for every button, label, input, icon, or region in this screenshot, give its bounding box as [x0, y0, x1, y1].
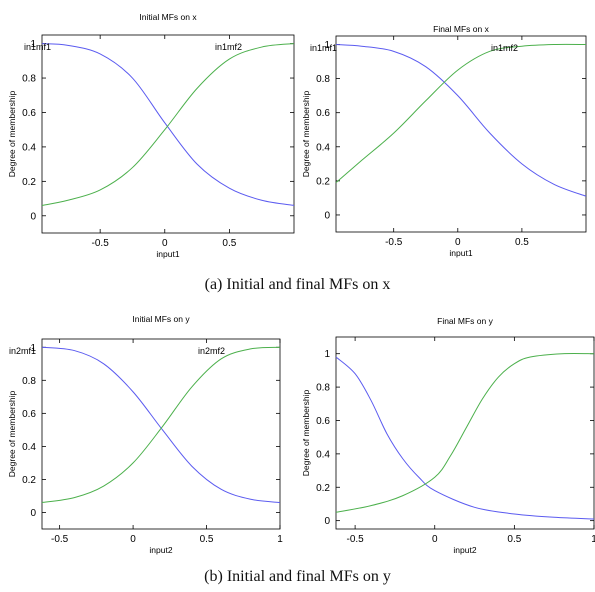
chart-initial-mfs-x: Initial MFs on x 0 0.2 0.4 0.6 0.8 1 -0.5 0 0.5 in… — [0, 0, 300, 270]
chart-svg: Final MFs on y 0 0.2 0.4 0.6 0.8 1 -0.5 0 0.5 1 inp… — [301, 316, 595, 555]
y-tick-label: 0.6 — [22, 108, 36, 119]
chart-title: Initial MFs on y — [132, 314, 190, 324]
chart-initial-mfs-y: Initial MFs on y 0 0.2 0.4 0.6 0.8 1 -0.5 0 0.5 1 i… — [0, 302, 300, 560]
plot-frame — [335, 336, 595, 530]
y-tick-label: 0.6 — [316, 108, 330, 119]
x-tick-label: 0.5 — [515, 237, 529, 248]
x-axis-label: input1 — [156, 249, 179, 259]
chart-final-mfs-y: Final MFs on y 0 0.2 0.4 0.6 0.8 1 -0.5 0 0.5 1 inp… — [298, 302, 595, 560]
y-tick-label: 0 — [30, 508, 36, 519]
x-tick-label: -0.5 — [92, 238, 110, 249]
series-line-2 — [335, 43, 587, 183]
caption-a: (a) Initial and final MFs on x — [204, 276, 391, 293]
chart-svg: Final MFs on x 0 0.2 0.4 0.6 0.8 1 -0.5 0 0.5 inpu… — [301, 24, 587, 258]
y-tick-label: 0.4 — [316, 142, 330, 153]
chart-svg: Initial MFs on y00.20.40.60.81-0.5 0 0.5 1i… — [7, 314, 283, 555]
y-tick-label: 0.8 — [316, 74, 330, 85]
y-tick-label: 0.8 — [22, 74, 36, 85]
series-label: in1mf2 — [491, 43, 518, 53]
y-tick-label: 0.2 — [316, 176, 330, 187]
y-tick-label: 1 — [324, 40, 330, 51]
chart-final-mfs-x: Final MFs on x 0 0.2 0.4 0.6 0.8 1 -0.5 0 0.5 inpu… — [298, 0, 595, 270]
x-tick-label: 1 — [277, 534, 283, 545]
x-tick-label: 0.5 — [200, 534, 214, 545]
series-label: in2mf2 — [198, 346, 225, 356]
chart-title: Initial MFs on x — [139, 12, 197, 22]
x-tick-label: -0.5 — [346, 534, 364, 545]
y-tick-label: 0.2 — [22, 177, 36, 188]
x-tick-label: 0 — [455, 237, 461, 248]
series-label: in1mf2 — [215, 42, 242, 52]
y-tick-label: 1 — [30, 343, 36, 354]
y-axis-label: Degree of membership — [7, 91, 17, 178]
series-label: in2mf1 — [9, 346, 36, 356]
x-axis-label: input1 — [449, 248, 472, 258]
y-tick-label: 0.4 — [316, 449, 330, 460]
y-tick-label: 0.6 — [316, 416, 330, 427]
chart-title: Final MFs on x — [433, 24, 489, 34]
y-axis-label: Degree of membership — [301, 91, 311, 178]
y-tick-label: 0.8 — [22, 376, 36, 387]
y-axis-label: Degree of membership — [7, 391, 17, 478]
plot-frame — [335, 35, 587, 233]
series-label: in1mf1 — [24, 42, 51, 52]
x-tick-label: 0 — [432, 534, 438, 545]
y-tick-label: 0.2 — [22, 475, 36, 486]
y-tick-label: 1 — [324, 349, 330, 360]
x-tick-label: 0.5 — [222, 238, 236, 249]
y-tick-label: 0 — [324, 516, 330, 527]
y-axis-label: Degree of membership — [301, 390, 311, 477]
series-line-1 — [335, 356, 595, 520]
x-axis-label: input2 — [453, 545, 476, 555]
x-tick-label: 1 — [591, 534, 595, 545]
plot-frame — [41, 34, 295, 234]
plot-frame — [41, 338, 281, 530]
y-tick-label: 0.6 — [22, 409, 36, 420]
chart-title: Final MFs on y — [437, 316, 493, 326]
x-tick-label: 0 — [162, 238, 168, 249]
x-tick-label: -0.5 — [385, 237, 403, 248]
caption-b: (b) Initial and final MFs on y — [204, 568, 391, 585]
x-axis-label: input2 — [149, 545, 172, 555]
y-tick-label: 0.8 — [316, 383, 330, 394]
series-line-2 — [41, 43, 295, 206]
y-tick-label: 0.4 — [22, 142, 36, 153]
x-tick-label: 0 — [130, 534, 136, 545]
chart-svg: Initial MFs on x 0 0.2 0.4 0.6 0.8 1 -0.5 0 0.5 in… — [7, 12, 295, 259]
x-tick-label: 0.5 — [507, 534, 521, 545]
y-tick-label: 0.2 — [316, 483, 330, 494]
series-line-1 — [335, 44, 587, 197]
series-line-2 — [335, 352, 595, 513]
series-label: in1mf1 — [310, 43, 337, 53]
series-line-2 — [41, 346, 281, 504]
y-tick-label: 1 — [30, 39, 36, 50]
y-tick-label: 0.4 — [22, 442, 36, 453]
series-line-1 — [41, 43, 295, 206]
y-tick-label: 0 — [324, 210, 330, 221]
x-tick-label: -0.5 — [51, 534, 69, 545]
y-tick-label: 0 — [30, 211, 36, 222]
series-line-1 — [41, 346, 281, 504]
